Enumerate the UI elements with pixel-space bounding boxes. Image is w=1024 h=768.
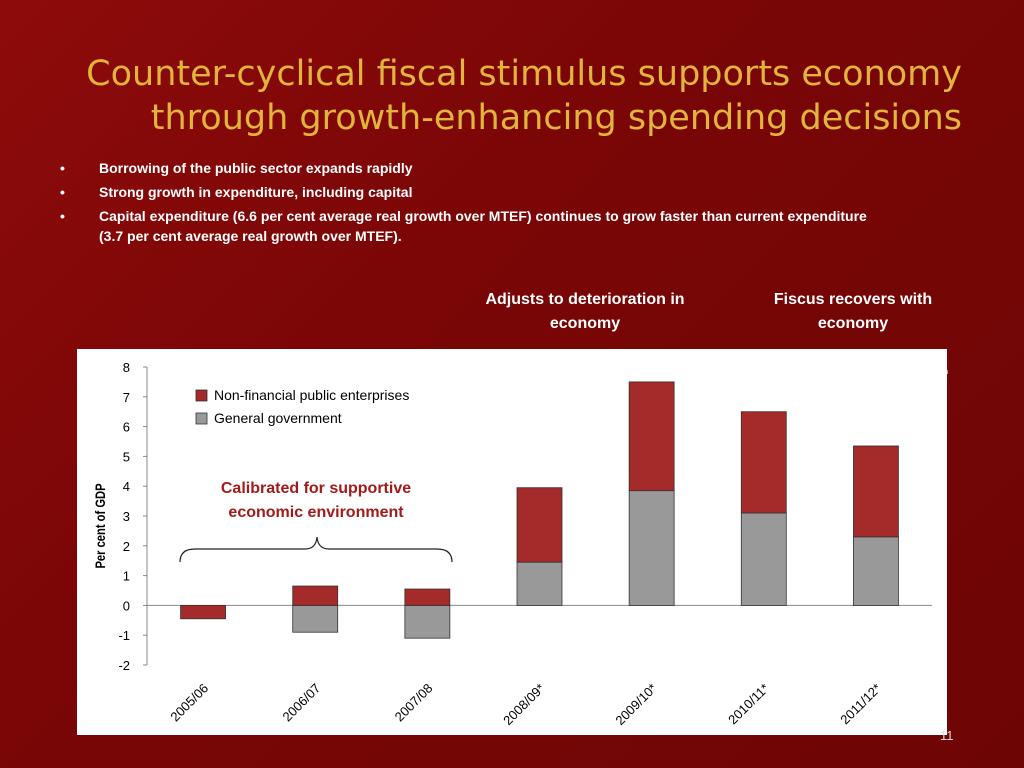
x-tick-label: 2010/11* (725, 681, 772, 728)
bar-segment-nfpe (516, 487, 563, 563)
chart-annotation-line-1: Calibrated for supportive (221, 480, 411, 497)
bar-segment-general-government (404, 604, 451, 639)
chart-annotation-line-2: economic environment (228, 504, 404, 521)
y-tick-label: -2 (118, 658, 130, 673)
x-tick-label: 2011/12* (837, 681, 884, 728)
bar-segment-general-government (628, 490, 675, 606)
bar-segment-general-government (516, 561, 563, 606)
y-tick-label: 3 (123, 509, 130, 524)
y-tick-label: 5 (123, 449, 130, 464)
bar-segment-general-government (853, 536, 899, 606)
bar-segment-nfpe (740, 411, 787, 514)
slide-title-line-2: through growth-enhancing spending decisi… (150, 98, 962, 138)
bar-segment-general-government (292, 604, 339, 633)
chart-panel: -2 -1 0 1 2 3 4 5 6 7 8 Per cent of GDP 2005/06 2006/… (77, 348, 948, 735)
x-tick-label: 2006/07 (279, 681, 323, 725)
bar-segment-nfpe (292, 585, 339, 606)
brace-recovers (741, 348, 948, 375)
bar-segment-nfpe (853, 445, 899, 538)
x-tick-label: 2007/08 (392, 681, 436, 725)
callout-recovers: Fiscus recovers with economy (773, 291, 933, 332)
legend-swatch-general-government (195, 412, 208, 425)
x-tick-label: 2008/09* (500, 681, 547, 728)
bar-segment-general-government (740, 512, 787, 606)
x-tick-label: 2009/10* (612, 681, 659, 728)
bullet-item: Strong growth in expenditure, including … (60, 182, 890, 202)
legend-label-general-government: General government (214, 410, 342, 426)
y-tick-label: 0 (123, 598, 130, 613)
x-tick-label: 2005/06 (167, 681, 211, 725)
y-tick-label: 2 (123, 539, 130, 554)
page-number: 11 (940, 728, 954, 743)
bar-segment-nfpe (404, 588, 451, 606)
y-axis-title: Per cent of GDP (93, 483, 108, 569)
callout-adjusts: Adjusts to deterioration in economy (485, 291, 685, 332)
y-tick-label: -1 (118, 628, 130, 643)
y-tick-label: 6 (123, 420, 130, 435)
slide-title-line-1: Counter-cyclical fiscal stimulus support… (86, 54, 962, 94)
y-tick-label: 8 (123, 360, 130, 375)
y-tick-label: 1 (123, 569, 130, 584)
slide-title: Counter-cyclical fiscal stimulus support… (62, 52, 962, 140)
bar-segment-nfpe (628, 381, 675, 492)
y-tick-label: 4 (123, 479, 130, 494)
annotation-brace (179, 536, 453, 563)
bar-segment-nfpe (180, 604, 226, 620)
stacked-bar-chart: -2 -1 0 1 2 3 4 5 6 7 8 Per cent of GDP 2005/06 2006/… (93, 348, 948, 728)
legend-label-nfpe: Non-financial public enterprises (214, 387, 409, 403)
brace-adjusts (469, 348, 699, 375)
legend-swatch-nfpe (195, 389, 208, 402)
bullet-item: Capital expenditure (6.6 per cent averag… (60, 206, 890, 246)
bullet-item: Borrowing of the public sector expands r… (60, 158, 890, 178)
y-tick-label: 7 (123, 390, 130, 405)
bullet-list: Borrowing of the public sector expands r… (60, 158, 890, 250)
